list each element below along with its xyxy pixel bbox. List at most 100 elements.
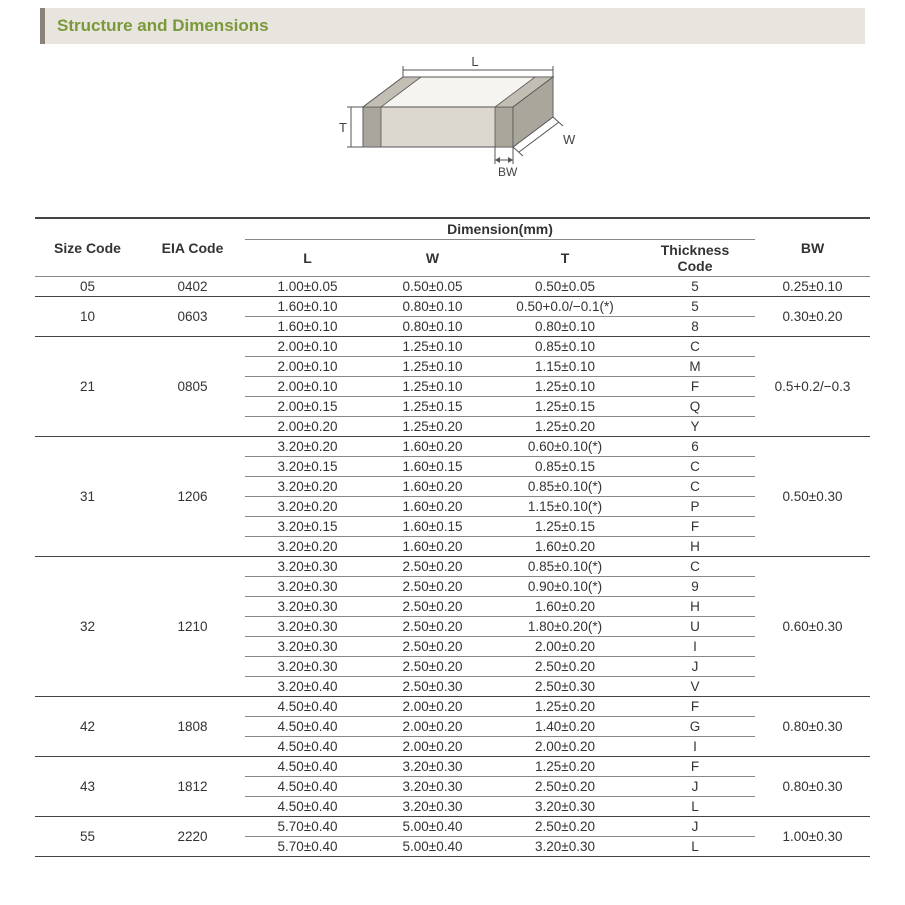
cell-L: 5.70±0.40 [245, 817, 370, 837]
th-thk: Thickness Code [635, 240, 755, 277]
cell-T: 3.20±0.30 [495, 837, 635, 857]
section-title: Structure and Dimensions [57, 16, 269, 35]
cell-W: 1.60±0.20 [370, 537, 495, 557]
diagram-label-T: T [339, 120, 347, 135]
th-bw: BW [755, 218, 870, 277]
cell-W: 2.50±0.20 [370, 597, 495, 617]
th-dimension: Dimension(mm) [245, 218, 755, 240]
cell-W: 2.50±0.30 [370, 677, 495, 697]
cell-T: 0.80±0.10 [495, 317, 635, 337]
cell-thk: F [635, 757, 755, 777]
cell-W: 1.60±0.20 [370, 497, 495, 517]
diagram-label-W: W [563, 132, 576, 147]
cell-L: 2.00±0.20 [245, 417, 370, 437]
cell-thk: U [635, 617, 755, 637]
cell-eia: 0603 [140, 297, 245, 337]
cell-L: 4.50±0.40 [245, 757, 370, 777]
cell-thk: V [635, 677, 755, 697]
cell-thk: L [635, 837, 755, 857]
cell-W: 2.00±0.20 [370, 697, 495, 717]
cell-bw: 0.5+0.2/−0.3 [755, 337, 870, 437]
cell-L: 3.20±0.30 [245, 557, 370, 577]
cell-W: 3.20±0.30 [370, 797, 495, 817]
cell-eia: 1206 [140, 437, 245, 557]
cell-T: 1.15±0.10(*) [495, 497, 635, 517]
cell-L: 4.50±0.40 [245, 737, 370, 757]
cell-thk: 5 [635, 297, 755, 317]
cell-L: 3.20±0.15 [245, 457, 370, 477]
cell-L: 3.20±0.20 [245, 437, 370, 457]
cell-L: 4.50±0.40 [245, 797, 370, 817]
cell-thk: C [635, 477, 755, 497]
cell-thk: 8 [635, 317, 755, 337]
cell-L: 3.20±0.30 [245, 657, 370, 677]
cell-L: 3.20±0.20 [245, 477, 370, 497]
cell-bw: 0.60±0.30 [755, 557, 870, 697]
cell-L: 3.20±0.30 [245, 577, 370, 597]
th-eia: EIA Code [140, 218, 245, 277]
cell-W: 1.60±0.15 [370, 457, 495, 477]
cell-eia: 0402 [140, 277, 245, 297]
cell-T: 2.50±0.20 [495, 777, 635, 797]
cell-thk: F [635, 517, 755, 537]
cell-thk: Y [635, 417, 755, 437]
cell-T: 0.85±0.15 [495, 457, 635, 477]
cell-W: 2.50±0.20 [370, 657, 495, 677]
component-diagram: L T W BW [0, 52, 905, 207]
cell-thk: C [635, 337, 755, 357]
cell-thk: J [635, 777, 755, 797]
cell-W: 0.80±0.10 [370, 297, 495, 317]
table-row: 2108052.00±0.101.25±0.100.85±0.10C0.5+0.… [35, 337, 870, 357]
cell-T: 1.25±0.20 [495, 757, 635, 777]
cell-thk: H [635, 597, 755, 617]
cell-T: 1.60±0.20 [495, 597, 635, 617]
cell-T: 0.50±0.05 [495, 277, 635, 297]
cell-T: 1.15±0.10 [495, 357, 635, 377]
cell-thk: C [635, 557, 755, 577]
cell-T: 1.80±0.20(*) [495, 617, 635, 637]
cell-eia: 2220 [140, 817, 245, 857]
cell-size: 43 [35, 757, 140, 817]
cell-L: 2.00±0.15 [245, 397, 370, 417]
cell-bw: 0.30±0.20 [755, 297, 870, 337]
cell-size: 31 [35, 437, 140, 557]
cell-W: 1.60±0.20 [370, 437, 495, 457]
cell-size: 55 [35, 817, 140, 857]
cell-bw: 0.25±0.10 [755, 277, 870, 297]
th-T: T [495, 240, 635, 277]
cell-thk: G [635, 717, 755, 737]
cell-W: 1.25±0.10 [370, 377, 495, 397]
cell-T: 2.50±0.20 [495, 817, 635, 837]
cell-T: 2.00±0.20 [495, 637, 635, 657]
cell-thk: H [635, 537, 755, 557]
table-row: 3212103.20±0.302.50±0.200.85±0.10(*)C0.6… [35, 557, 870, 577]
cell-T: 0.85±0.10(*) [495, 477, 635, 497]
th-W: W [370, 240, 495, 277]
cell-T: 2.00±0.20 [495, 737, 635, 757]
cell-thk: 6 [635, 437, 755, 457]
section-title-bar: Structure and Dimensions [40, 8, 865, 44]
cell-W: 0.50±0.05 [370, 277, 495, 297]
cell-W: 2.50±0.20 [370, 577, 495, 597]
cell-thk: I [635, 637, 755, 657]
cell-eia: 1808 [140, 697, 245, 757]
cell-L: 1.00±0.05 [245, 277, 370, 297]
cell-L: 3.20±0.20 [245, 537, 370, 557]
cell-size: 10 [35, 297, 140, 337]
cell-L: 3.20±0.15 [245, 517, 370, 537]
cell-bw: 1.00±0.30 [755, 817, 870, 857]
cell-thk: C [635, 457, 755, 477]
cell-W: 0.80±0.10 [370, 317, 495, 337]
cell-L: 3.20±0.20 [245, 497, 370, 517]
cell-size: 05 [35, 277, 140, 297]
th-L: L [245, 240, 370, 277]
cell-bw: 0.80±0.30 [755, 697, 870, 757]
cell-T: 1.25±0.20 [495, 697, 635, 717]
th-size: Size Code [35, 218, 140, 277]
cell-T: 1.25±0.15 [495, 397, 635, 417]
cell-L: 1.60±0.10 [245, 297, 370, 317]
cell-thk: M [635, 357, 755, 377]
cell-thk: P [635, 497, 755, 517]
cell-T: 0.50+0.0/−0.1(*) [495, 297, 635, 317]
diagram-label-BW: BW [498, 165, 518, 179]
